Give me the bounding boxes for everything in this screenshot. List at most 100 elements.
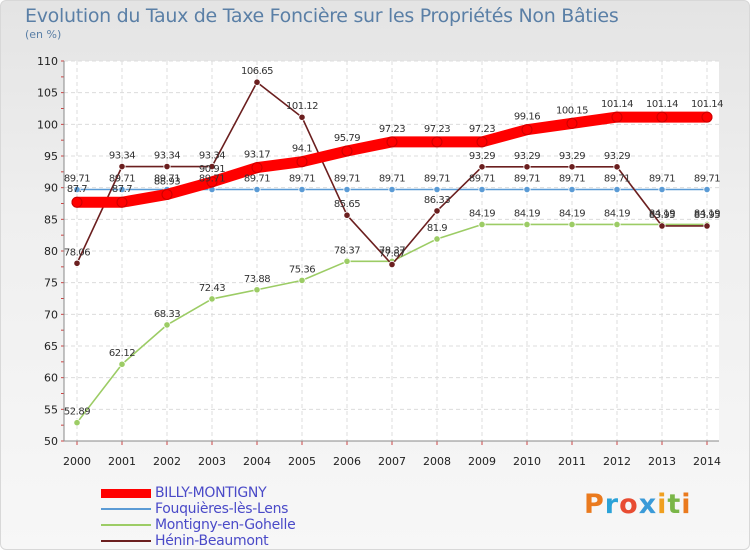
data-label: 86.33 <box>424 195 450 206</box>
data-point <box>298 113 306 121</box>
x-tick-label: 2005 <box>288 455 316 468</box>
data-label: 89.71 <box>694 174 720 185</box>
data-label: 89.71 <box>604 174 630 185</box>
data-point <box>523 220 531 229</box>
data-point <box>163 321 171 329</box>
data-label: 93.34 <box>154 151 180 162</box>
x-tick-label: 2011 <box>558 455 586 468</box>
data-point <box>433 185 441 194</box>
x-tick-label: 2013 <box>648 455 676 468</box>
data-label: 85.65 <box>334 199 360 210</box>
data-point <box>523 185 531 194</box>
x-tick-label: 2001 <box>108 455 136 468</box>
data-point <box>476 136 488 148</box>
data-label: 93.17 <box>244 150 270 161</box>
data-label: 94.1 <box>292 144 312 155</box>
data-point <box>298 276 306 284</box>
x-tick-label: 2004 <box>243 455 271 468</box>
data-label: 87.7 <box>67 184 87 195</box>
legend-label: Fouquières-lès-Lens <box>155 501 289 517</box>
data-label: 93.29 <box>559 151 585 162</box>
data-point <box>386 136 398 148</box>
grid <box>64 60 719 442</box>
data-point <box>568 220 576 229</box>
x-tick-label: 2014 <box>693 455 721 468</box>
data-label: 106.65 <box>241 66 273 77</box>
data-label: 89.71 <box>649 174 675 185</box>
data-point <box>656 111 668 123</box>
data-label: 89.71 <box>244 174 270 185</box>
data-point <box>118 360 126 368</box>
data-label: 89.71 <box>424 174 450 185</box>
data-label: 84.19 <box>514 208 540 219</box>
y-tick-label: 75 <box>44 277 58 290</box>
x-tick-label: 2000 <box>63 455 91 468</box>
data-label: 84.19 <box>694 208 720 219</box>
data-point <box>118 185 126 194</box>
y-tick-label: 60 <box>44 372 58 385</box>
data-point <box>613 220 621 229</box>
legend-swatch <box>101 524 151 526</box>
data-point <box>73 259 81 267</box>
data-label: 101.14 <box>691 99 723 110</box>
legend-label: Hénin-Beaumont <box>155 533 269 549</box>
data-point <box>341 145 353 157</box>
legend-label: Montigny-en-Gohelle <box>155 517 296 533</box>
data-label: 93.34 <box>109 151 135 162</box>
data-label: 93.29 <box>514 151 540 162</box>
data-point <box>523 163 531 171</box>
x-tick-label: 2012 <box>603 455 631 468</box>
data-point <box>433 235 441 243</box>
y-tick-label: 110 <box>37 55 58 68</box>
axes: 50 55 60 65 70 75 80 85 90 95 100 105 110 2000 2001 200… <box>37 55 721 468</box>
legend-swatch <box>101 508 151 510</box>
data-point <box>388 260 396 269</box>
legend-swatch <box>101 489 151 498</box>
y-tick-label: 85 <box>44 213 58 226</box>
data-point <box>611 111 623 123</box>
data-label: 90.91 <box>199 164 225 175</box>
data-label: 89.71 <box>469 174 495 185</box>
y-tick-label: 70 <box>44 308 58 321</box>
data-point <box>251 162 263 174</box>
data-label: 97.23 <box>469 124 495 135</box>
data-point <box>658 185 666 194</box>
data-label: 89.71 <box>109 174 135 185</box>
data-point <box>703 185 711 194</box>
data-label: 101.14 <box>601 99 633 110</box>
data-label: 52.89 <box>64 407 90 418</box>
data-point <box>703 222 711 230</box>
data-label: 89.71 <box>514 174 540 185</box>
data-point <box>433 207 441 215</box>
data-point <box>343 257 351 265</box>
data-point <box>206 176 218 188</box>
data-point <box>521 124 533 136</box>
data-label: 89.71 <box>64 174 90 185</box>
data-label: 93.29 <box>469 151 495 162</box>
data-label: 83.95 <box>694 210 720 221</box>
data-label: 84.19 <box>604 208 630 219</box>
data-label: 95.79 <box>334 133 360 144</box>
data-label: 97.23 <box>379 124 405 135</box>
legend-label: BILLY-MONTIGNY <box>155 485 267 501</box>
y-tick-label: 105 <box>37 87 58 100</box>
data-point <box>116 196 128 208</box>
data-labels: 52.89 62.12 68.33 72.43 73.88 75.36 78.37 78.37… <box>64 66 724 418</box>
data-point <box>73 185 81 194</box>
data-point <box>118 162 126 171</box>
data-point <box>658 222 666 230</box>
data-label: 72.43 <box>199 283 225 294</box>
data-label: 93.34 <box>199 151 225 162</box>
x-tick-label: 2009 <box>468 455 496 468</box>
chart-title: Evolution du Taux de Taxe Foncière sur l… <box>25 5 619 27</box>
y-tick-label: 80 <box>44 245 58 258</box>
data-label: 89.71 <box>154 174 180 185</box>
x-tick-label: 2002 <box>153 455 181 468</box>
data-label: 83.95 <box>649 210 675 221</box>
data-label: 99.16 <box>514 112 540 123</box>
data-label: 73.88 <box>244 274 270 285</box>
data-point <box>208 162 216 171</box>
data-label: 75.36 <box>289 264 315 275</box>
